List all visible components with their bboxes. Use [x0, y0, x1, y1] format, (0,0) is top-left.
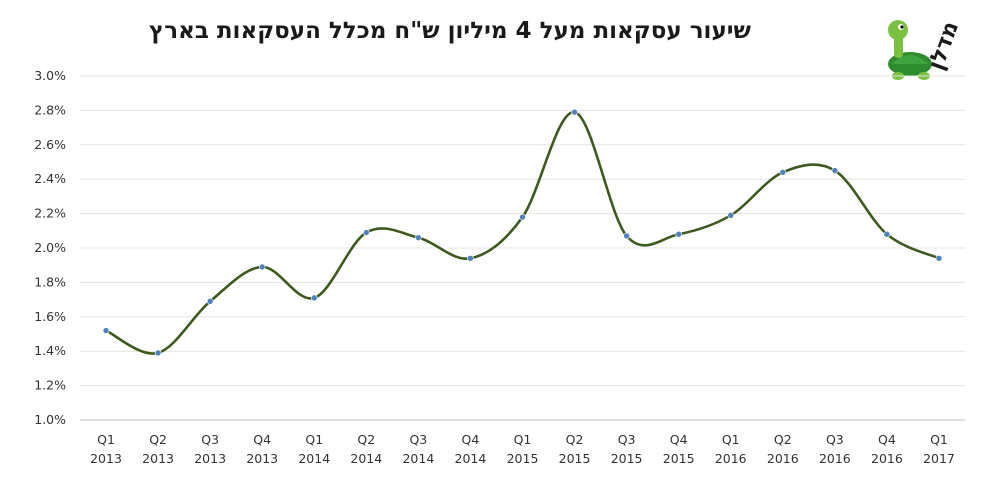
series-line	[105, 110, 940, 355]
y-tick-label: 1.6%	[34, 309, 66, 324]
data-point	[363, 229, 370, 236]
data-point	[154, 349, 162, 357]
x-tick-label: Q3 2014	[402, 432, 434, 466]
data-point	[727, 212, 735, 219]
y-tick-label: 1.0%	[34, 412, 66, 427]
data-point	[206, 298, 214, 305]
data-point	[310, 294, 318, 302]
data-point	[623, 232, 630, 240]
x-tick-label: Q1 2013	[90, 432, 122, 466]
data-point	[415, 234, 422, 241]
data-point	[935, 255, 943, 262]
x-tick-label: Q2 2015	[559, 432, 591, 466]
y-tick-label: 2.2%	[34, 206, 66, 221]
y-tick-label: 2.0%	[34, 240, 66, 255]
data-point	[102, 327, 110, 334]
data-point	[519, 213, 526, 221]
x-tick-label: Q4 2014	[455, 432, 487, 466]
x-tick-label: Q4 2013	[246, 432, 278, 466]
data-point	[831, 167, 839, 174]
y-tick-label: 1.8%	[34, 274, 66, 289]
x-tick-label: Q1 2014	[298, 432, 330, 466]
x-tick-label: Q3 2015	[611, 432, 643, 466]
x-tick-label: Q1 2015	[507, 432, 539, 466]
y-tick-label: 2.6%	[34, 137, 66, 152]
data-point	[675, 230, 682, 238]
y-tick-label: 2.8%	[34, 102, 66, 117]
turtle-icon	[888, 20, 932, 80]
data-point	[467, 255, 474, 262]
x-tick-label: Q4 2016	[871, 432, 903, 466]
data-point	[883, 230, 891, 238]
y-tick-label: 2.4%	[34, 171, 66, 186]
chart-title: שיעור עסקאות מעל 4 מיליון ש"ח מכלל העסקא…	[149, 18, 751, 44]
x-tick-label: Q2 2014	[350, 432, 382, 466]
x-tick-label: Q3 2013	[194, 432, 226, 466]
x-tick-label: Q4 2015	[663, 432, 695, 466]
x-tick-label: Q3 2016	[819, 432, 851, 466]
x-tick-label: Q1 2016	[715, 432, 747, 466]
madlan-logo: מדלן	[888, 18, 964, 80]
x-tick-label: Q2 2013	[142, 432, 174, 466]
y-tick-label: 3.0%	[34, 68, 66, 83]
y-tick-label: 1.4%	[34, 343, 66, 358]
data-point	[258, 263, 266, 271]
data-point	[571, 108, 578, 116]
x-tick-label: Q1 2017	[923, 432, 955, 466]
data-point	[779, 169, 787, 176]
x-tick-label: Q2 2016	[767, 432, 799, 466]
y-tick-label: 1.2%	[34, 378, 66, 393]
